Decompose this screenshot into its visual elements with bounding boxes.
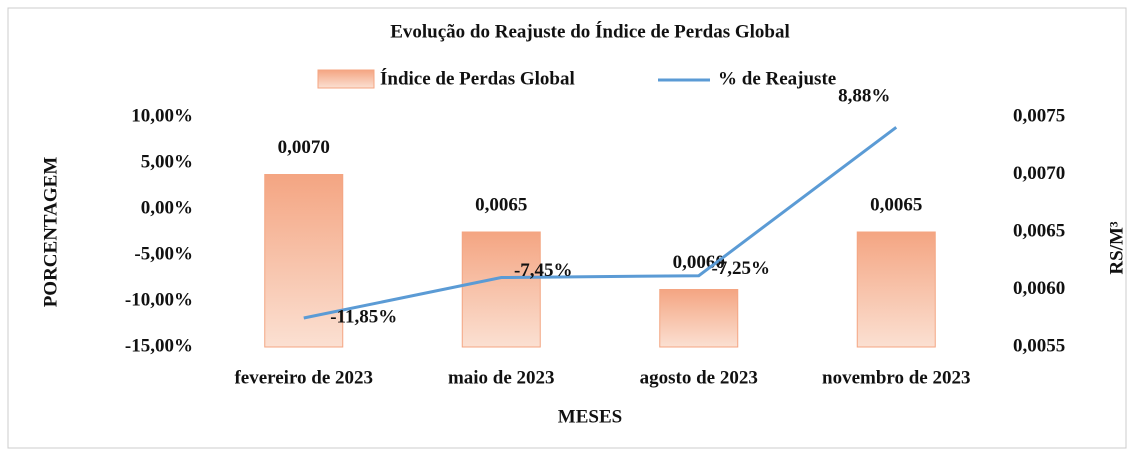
chart-border: [7, 7, 1127, 449]
y2-tick-label: 0,0060: [1013, 278, 1065, 299]
x-tick-label: fevereiro de 2023: [234, 367, 373, 388]
bar: [856, 231, 936, 348]
line-value-label: -11,85%: [330, 306, 397, 327]
y-tick-label: 5,00%: [141, 151, 193, 172]
bar-value-label: 0,0065: [475, 194, 527, 215]
bar-value-label: 0,0065: [870, 194, 922, 215]
y-tick-label: -15,00%: [125, 335, 193, 356]
bar: [264, 174, 344, 348]
legend-swatch: [317, 69, 375, 89]
bar: [659, 289, 739, 348]
y2-tick-label: 0,0055: [1013, 335, 1065, 356]
legend-label: % de Reajuste: [718, 68, 836, 89]
y2-tick-label: 0,0070: [1013, 163, 1065, 184]
y2-axis-label: RS/M³: [1106, 221, 1127, 275]
y-tick-label: -5,00%: [134, 243, 193, 264]
y-tick-label: 0,00%: [141, 197, 193, 218]
y-tick-label: -10,00%: [125, 289, 193, 310]
bar-value-label: 0,0070: [278, 137, 330, 158]
line-value-label: 8,88%: [838, 86, 890, 107]
bar: [461, 231, 541, 348]
line-value-label: -7,25%: [711, 258, 770, 279]
legend-label: Índice de Perdas Global: [380, 67, 575, 89]
chart-title: Evolução do Reajuste do Índice de Perdas…: [390, 20, 790, 42]
y-tick-label: 10,00%: [131, 105, 193, 126]
y-axis-label: PORCENTAGEM: [40, 157, 61, 308]
line-value-label: -7,45%: [514, 260, 573, 281]
x-tick-label: agosto de 2023: [640, 367, 758, 388]
x-tick-label: maio de 2023: [448, 367, 555, 388]
x-axis-label: MESES: [558, 406, 622, 427]
line: [303, 126, 898, 320]
y2-tick-label: 0,0075: [1013, 105, 1065, 126]
y2-tick-label: 0,0065: [1013, 220, 1065, 241]
x-tick-label: novembro de 2023: [822, 367, 970, 388]
